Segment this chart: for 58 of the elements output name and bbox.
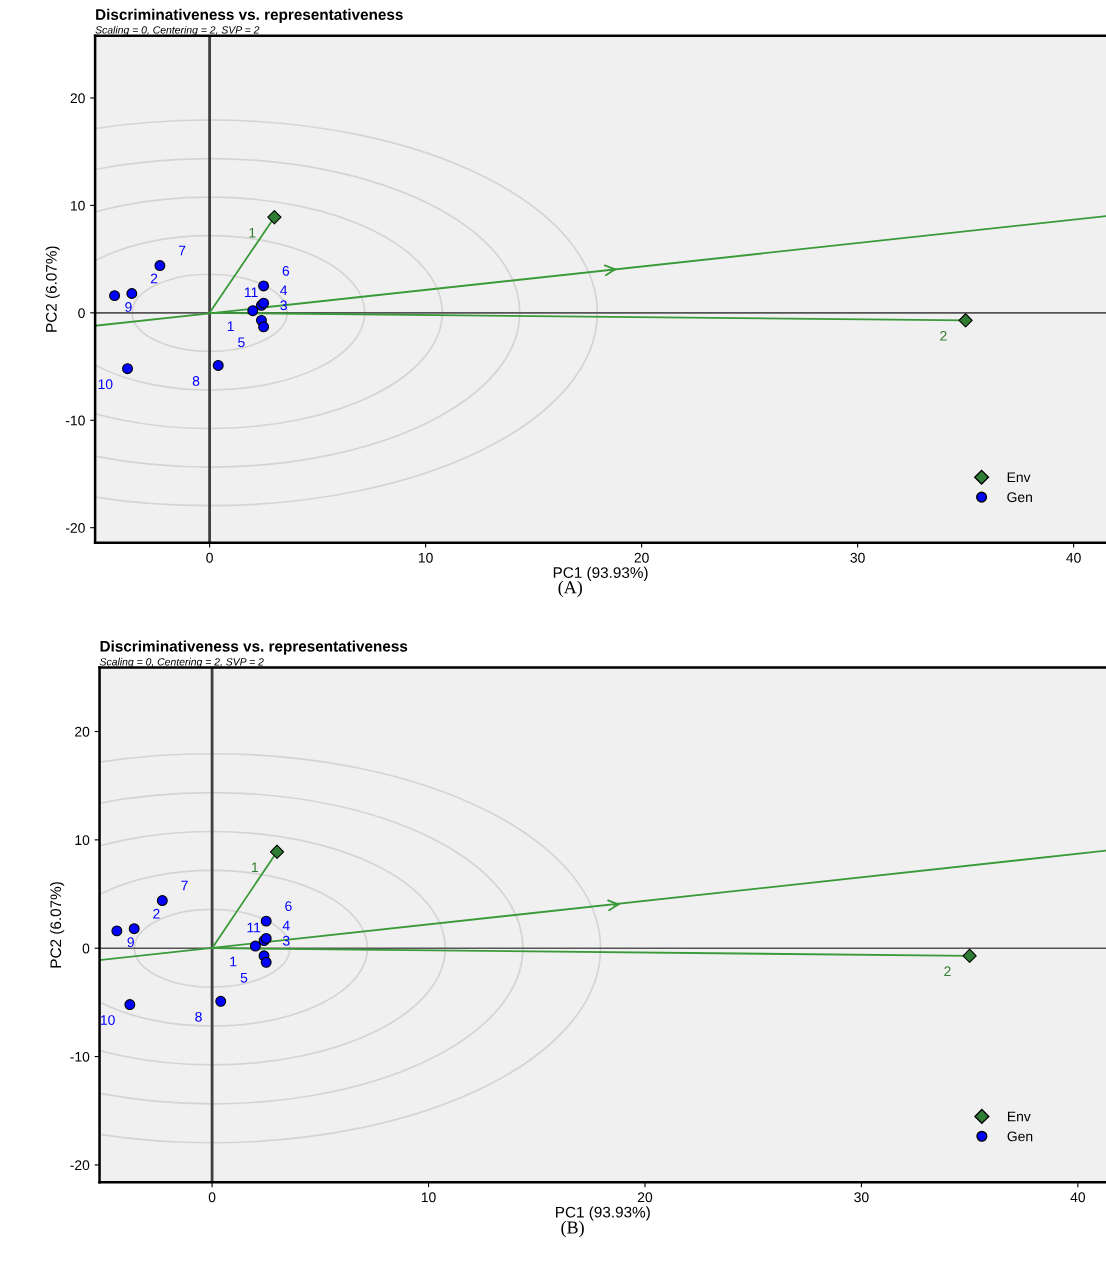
annotation: 9 — [125, 302, 132, 312]
x-tick-label: 10 — [418, 552, 433, 563]
annotation: 8 — [195, 1011, 202, 1022]
x-tick-label: 0 — [206, 552, 213, 563]
y-tick-label: 0 — [82, 943, 90, 954]
annotation: 11 — [244, 287, 258, 298]
x-tick-label: 30 — [850, 552, 865, 563]
annotation: 1 — [252, 862, 258, 873]
x-tick-label: 20 — [634, 552, 649, 563]
annotation: 10 — [98, 379, 113, 390]
annotation: 4 — [280, 285, 288, 296]
annotation: 6 — [282, 265, 290, 276]
legend-label: Env — [1007, 472, 1031, 483]
annotation: 4 — [282, 920, 290, 931]
annotation: 5 — [240, 973, 248, 983]
annotation: 10 — [100, 1015, 115, 1025]
legend-label: Gen — [1007, 492, 1032, 503]
annotation: 1 — [249, 227, 256, 238]
chart-title: Discriminativeness vs. representativeness — [100, 640, 408, 655]
x-tick-label: 40 — [1066, 552, 1081, 563]
annotation: 5 — [238, 337, 245, 348]
legend-label: Gen — [1007, 1131, 1033, 1142]
y-axis-title: PC2 (6.07%) — [49, 882, 65, 968]
x-tick-label: 20 — [637, 1192, 653, 1203]
chart-subtitle: Scaling = 0, Centering = 2, SVP = 2 — [95, 25, 260, 36]
annotation: 9 — [127, 937, 134, 948]
x-tick-label: 10 — [421, 1192, 436, 1203]
y-tick-label: 0 — [78, 308, 85, 318]
x-tick-label: 0 — [208, 1192, 216, 1203]
y-tick-label: 10 — [71, 200, 85, 211]
annotation: 2 — [153, 908, 160, 919]
y-tick-label: 20 — [70, 93, 85, 104]
y-axis-title: PC2 (6.07%) — [45, 246, 60, 332]
y-tick-label: -10 — [70, 1051, 90, 1062]
y-tick-label: -20 — [65, 523, 85, 533]
annotation: 7 — [181, 880, 188, 891]
annotation: 1 — [230, 956, 237, 967]
chart-subtitle: Scaling = 0, Centering = 2, SVP = 2 — [99, 657, 264, 668]
annotation: 1 — [227, 321, 234, 331]
annotation: 6 — [285, 901, 292, 911]
chart-title: Discriminativeness vs. representativeness — [96, 8, 403, 23]
legend-label: Env — [1008, 1111, 1031, 1122]
x-axis-title: PC1 (93.93%) — [553, 566, 648, 582]
y-tick-label: -10 — [65, 415, 85, 426]
annotation: 2 — [940, 330, 947, 341]
annotation: 2 — [150, 273, 158, 284]
x-axis-title: PC1 (93.93%) — [556, 1206, 650, 1221]
x-tick-label: 40 — [1070, 1192, 1086, 1203]
annotation: 11 — [247, 922, 261, 933]
annotation: 8 — [192, 376, 200, 386]
y-tick-label: 10 — [75, 835, 90, 846]
y-tick-label: -20 — [70, 1160, 90, 1171]
text: (A) — [558, 580, 582, 598]
y-tick-label: 20 — [75, 726, 90, 737]
x-tick-label: 30 — [854, 1192, 869, 1203]
text: (B) — [561, 1220, 584, 1238]
annotation: 2 — [944, 966, 951, 977]
annotation: 7 — [178, 245, 186, 256]
